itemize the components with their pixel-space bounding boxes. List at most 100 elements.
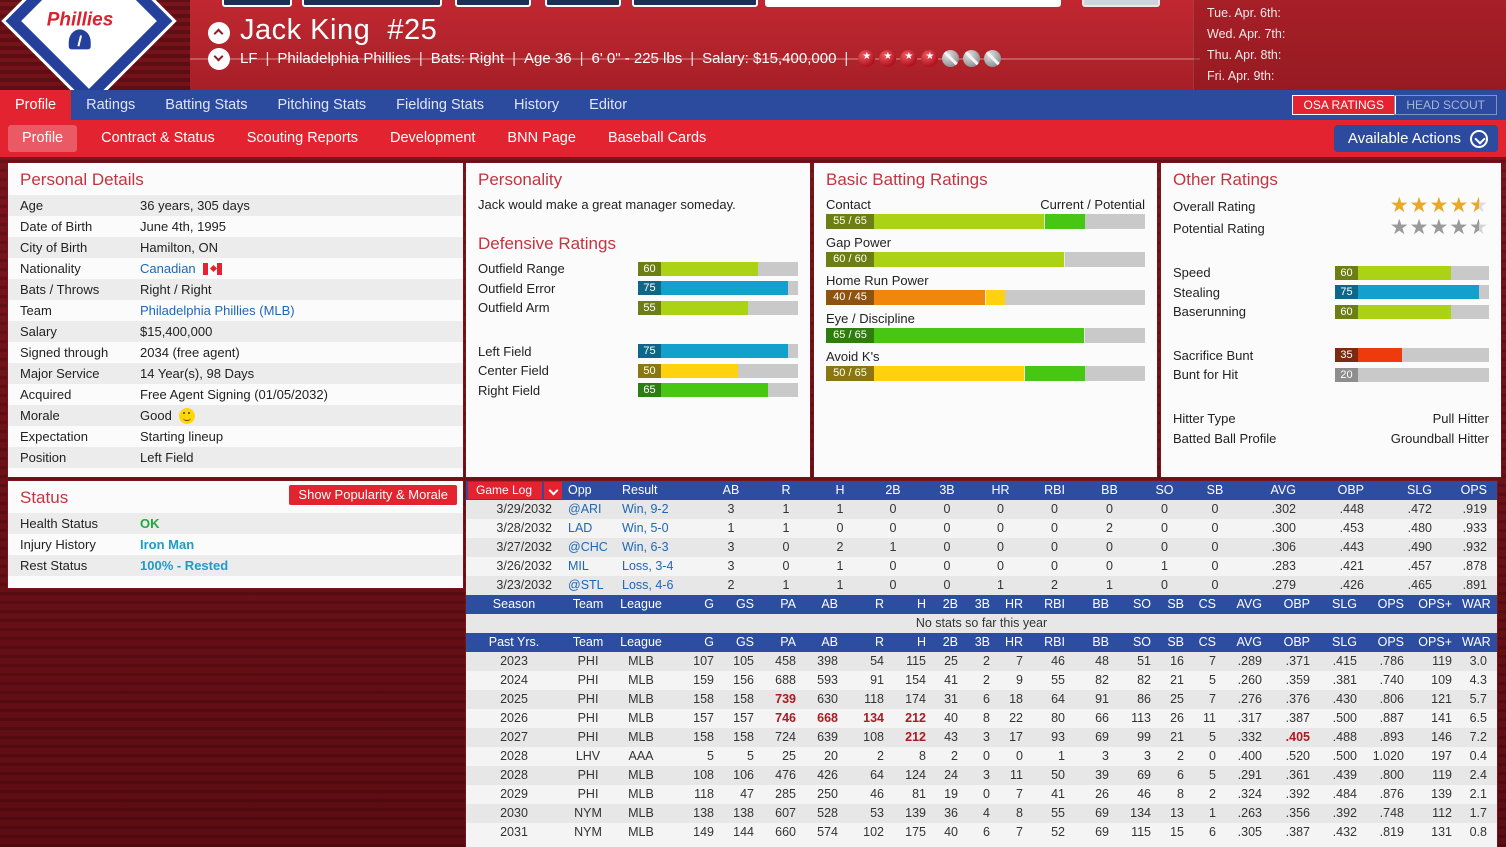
cell: 5: [707, 749, 714, 763]
detail-label: Position: [20, 450, 67, 465]
cell: 11: [1010, 768, 1023, 782]
cell: 7: [1016, 787, 1023, 801]
chevron-up-icon[interactable]: [208, 22, 230, 44]
cell: 53: [870, 806, 884, 820]
tab-profile[interactable]: Profile: [0, 90, 72, 120]
past-years-row: 2028 PHI MLB 108 106 476 426 64 124 24 3 11 50 39 69 6 5…: [466, 766, 1497, 785]
cell: 0: [1051, 521, 1058, 535]
cell: MLB: [628, 825, 654, 839]
cell-link[interactable]: Win, 6-3: [622, 540, 669, 554]
cell: 5: [1209, 768, 1216, 782]
cell: 118: [864, 692, 884, 706]
cell: 398: [817, 654, 838, 668]
cell: 0: [889, 559, 897, 573]
cell-link[interactable]: Loss, 4-6: [622, 578, 674, 592]
cell: 3/29/2032: [496, 502, 552, 516]
past-years-row: 2027 PHI MLB 158 158 724 639 108 212 43 3 17 93 69 99 2…: [466, 728, 1497, 747]
cell: 55: [1051, 673, 1065, 687]
detail-row-rest-status: Rest Status 100% - Rested: [8, 555, 463, 576]
cell-link[interactable]: LAD: [568, 521, 593, 535]
column-header: CS: [1198, 635, 1216, 649]
cell: 115: [906, 654, 926, 668]
cell: .317: [1237, 711, 1262, 725]
detail-value: Right / Right: [140, 282, 212, 297]
detail-row-nationality: Nationality Canadian: [8, 258, 463, 279]
chevron-down-icon: [1470, 129, 1488, 148]
subtab-scouting-reports[interactable]: Scouting Reports: [246, 130, 358, 146]
subtab-profile[interactable]: Profile: [8, 125, 78, 152]
info-value: Pull Hitter: [1432, 411, 1489, 426]
cell: 106: [733, 768, 754, 782]
tab-editor[interactable]: Editor: [589, 97, 628, 113]
cell-link[interactable]: Loss, 3-4: [622, 559, 674, 573]
rating-bar: 50 / 65: [826, 366, 1145, 381]
cell: 3: [727, 540, 735, 554]
cell: 131: [1431, 825, 1452, 839]
cell: 2029: [500, 787, 528, 801]
detail-value-link[interactable]: Canadian: [140, 261, 196, 276]
toolbar-button-cutoff: [302, 0, 442, 7]
chevron-down-icon[interactable]: [208, 48, 230, 70]
detail-label: Bats / Throws: [20, 282, 100, 297]
cell-link[interactable]: Win, 5-0: [622, 521, 669, 535]
subtab-development[interactable]: Development: [389, 130, 476, 146]
rating-bar: 65: [638, 383, 798, 398]
cell: 1: [1058, 749, 1065, 763]
cell-link[interactable]: @CHC: [568, 540, 608, 554]
tab-batting-stats[interactable]: Batting Stats: [165, 97, 248, 113]
detail-value: 100% - Rested: [140, 558, 229, 573]
past-years-row: 2024 PHI MLB 159 156 688 593 91 154 41 2 9 55 82 82 21 5…: [466, 671, 1497, 690]
head-scout-button[interactable]: HEAD SCOUT: [1394, 95, 1497, 115]
osa-ratings-button[interactable]: OSA RATINGS: [1291, 95, 1396, 115]
show-popularity-morale-button[interactable]: Show Popularity & Morale: [289, 485, 457, 505]
detail-value: Hamilton, ON: [140, 240, 219, 255]
cell: 11: [1203, 711, 1216, 725]
cell: 285: [775, 787, 796, 801]
cell: .371: [1285, 654, 1310, 668]
cell: 80: [1051, 711, 1065, 725]
cell: 6: [983, 825, 990, 839]
column-header: OBP: [1337, 483, 1364, 497]
column-header: 2B: [942, 597, 958, 611]
cell: .405: [1285, 730, 1310, 744]
game-log-selector[interactable]: Game Log: [468, 482, 542, 499]
subtab-bnn-page[interactable]: BNN Page: [507, 130, 576, 146]
cell: 1: [836, 559, 844, 573]
subtab-baseball-cards[interactable]: Baseball Cards: [607, 130, 707, 146]
cell: 156: [733, 673, 754, 687]
cell: 4.3: [1469, 673, 1487, 687]
cell-link[interactable]: Win, 9-2: [622, 502, 669, 516]
detail-value-link[interactable]: Philadelphia Phillies (MLB): [140, 303, 295, 318]
cell-link[interactable]: @ARI: [568, 502, 602, 516]
chevron-down-icon[interactable]: [543, 482, 562, 499]
tab-history[interactable]: History: [514, 97, 560, 113]
tab-fielding-stats[interactable]: Fielding Stats: [396, 97, 485, 113]
detail-row-morale: Morale Good: [8, 405, 463, 426]
column-header: HR: [1004, 635, 1023, 649]
rating-value: 60 / 60: [826, 252, 874, 267]
cell-link[interactable]: @STL: [568, 578, 604, 592]
available-actions-button[interactable]: Available Actions: [1333, 125, 1498, 152]
cell: 82: [1095, 673, 1109, 687]
tab-pitching-stats[interactable]: Pitching Stats: [277, 97, 367, 113]
detail-row-age: Age 36 years, 305 days: [8, 195, 463, 216]
past-years-row: 2031 NYM MLB 149 144 660 574 102 175 40 6 7 52 69 115 1…: [466, 823, 1497, 842]
detail-label: Rest Status: [20, 558, 88, 573]
detail-row-injury-history: Injury History Iron Man: [8, 534, 463, 555]
rating-label: Home Run Power: [826, 273, 929, 288]
upcoming-schedule: Tue. Apr. 6th: Wed. Apr. 7th: Thu. Apr. 8t…: [1193, 0, 1506, 90]
cell: 7: [1209, 692, 1216, 706]
tab-ratings[interactable]: Ratings: [86, 97, 136, 113]
cell: 3: [983, 768, 990, 782]
cell: 115: [1131, 825, 1151, 839]
cell: 7: [1016, 825, 1023, 839]
cell: 2025: [500, 692, 528, 706]
cell: 3: [1144, 749, 1151, 763]
detail-row-position: Position Left Field: [8, 447, 463, 468]
subtab-contract-status[interactable]: Contract & Status: [101, 130, 215, 146]
cell: 0: [889, 578, 897, 592]
cell: 0: [1211, 540, 1219, 554]
cell-link[interactable]: MIL: [568, 559, 589, 573]
rating-value: 75: [1335, 285, 1358, 300]
separator: |: [579, 50, 584, 67]
